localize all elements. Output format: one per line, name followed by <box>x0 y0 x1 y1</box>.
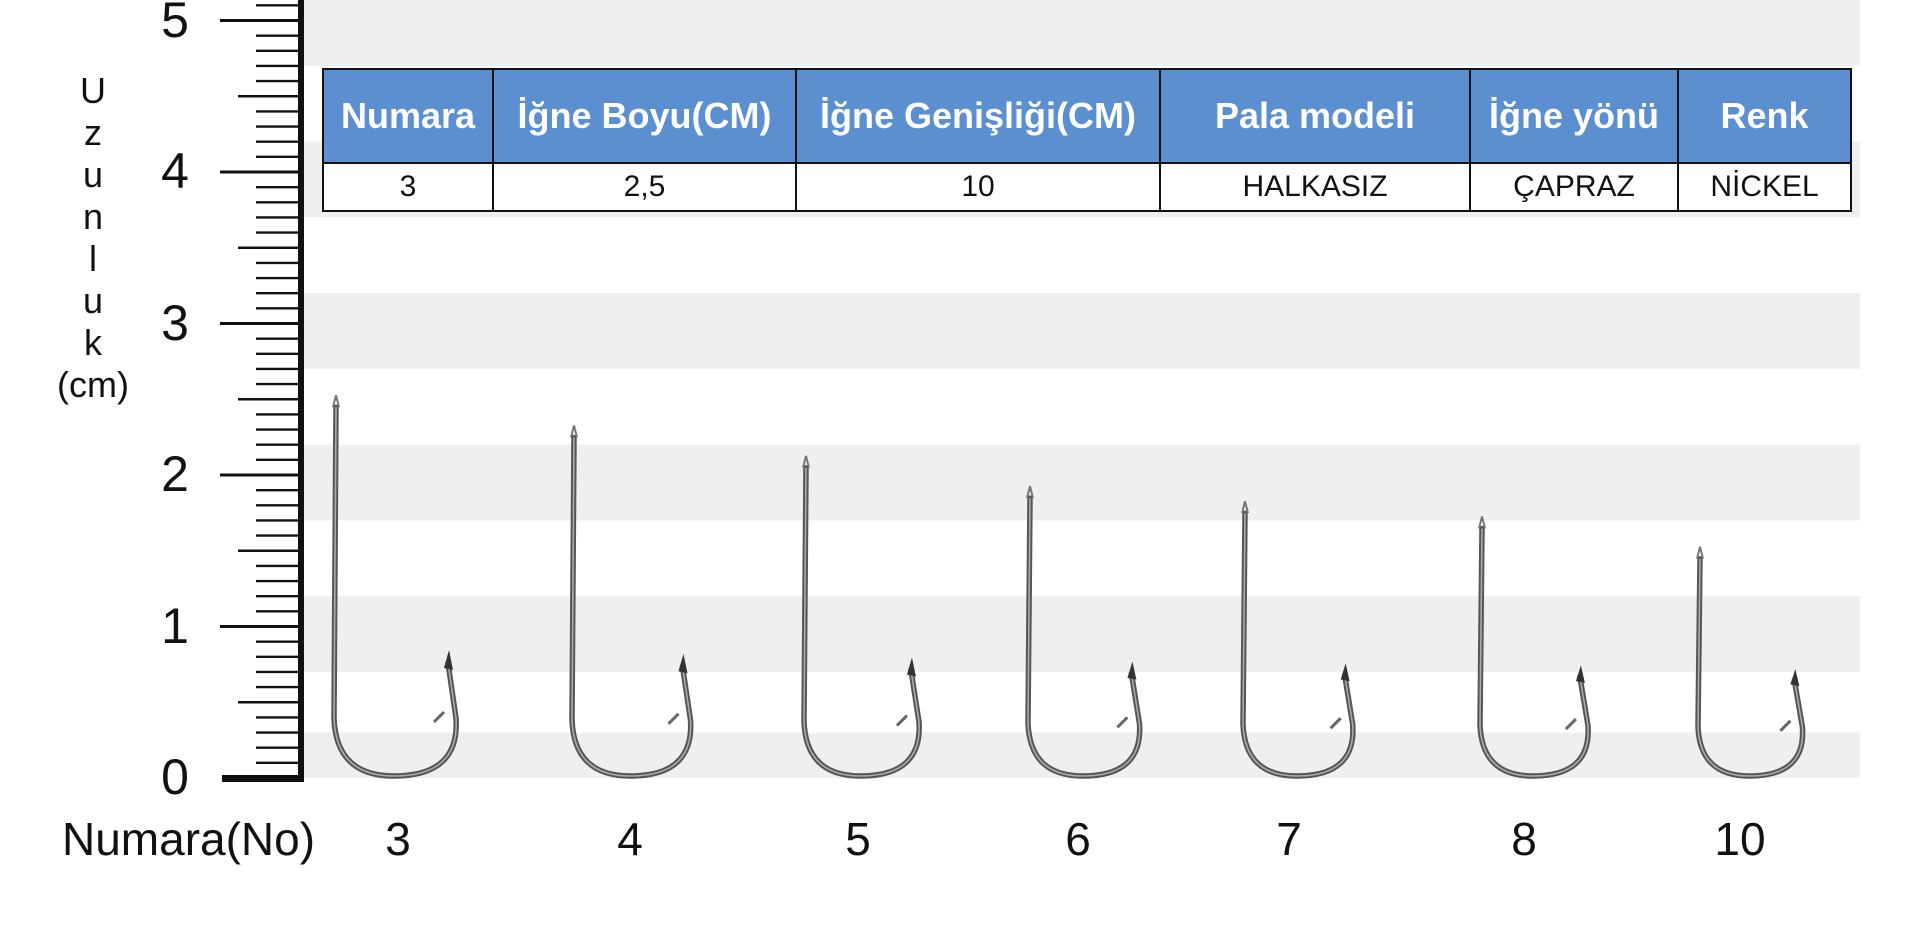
axis-title-letter: U <box>80 70 106 111</box>
x-caption: Numara(No) <box>62 813 316 865</box>
y-tick-label: 1 <box>161 597 189 654</box>
header-pala-modeli: Pala modeli <box>1159 68 1471 164</box>
hook-tip <box>802 455 810 469</box>
gray-band <box>304 293 1860 369</box>
hook-highlight <box>803 467 920 777</box>
hook-wire <box>1025 495 1143 779</box>
hook-tip <box>1241 501 1249 514</box>
hook-highlight <box>1027 498 1141 777</box>
hook-highlight <box>333 407 457 777</box>
hook-wire <box>801 465 922 779</box>
hook-barb <box>667 712 680 725</box>
hook-number-label: 3 <box>385 813 411 865</box>
gray-band <box>304 444 1860 521</box>
ruler-baseline <box>222 775 304 782</box>
header-igne-boyu: İğne Boyu(CM) <box>492 68 797 164</box>
ruler-spine <box>298 0 304 782</box>
axis-title-letter: k <box>84 322 102 363</box>
hook-highlight <box>1242 513 1354 777</box>
hook-point <box>1790 669 1800 687</box>
hook-number-label: 10 <box>1714 813 1766 865</box>
axis-title-letter: l <box>89 238 97 279</box>
hook-number-label: 7 <box>1276 813 1302 865</box>
hook-highlight <box>1697 558 1804 777</box>
header-renk: Renk <box>1677 68 1852 164</box>
hook-tip <box>332 395 340 408</box>
axis-title-letter: z <box>84 112 102 153</box>
hook-barb <box>432 710 446 724</box>
hook-wire <box>1695 556 1806 779</box>
y-tick-label: 3 <box>161 294 189 351</box>
hook-7 <box>1240 501 1356 779</box>
header-igne-genisligi: İğne Genişliği(CM) <box>795 68 1161 164</box>
hook-point <box>1340 663 1350 682</box>
hook-tip <box>1478 516 1486 529</box>
hook-4 <box>569 425 694 779</box>
spec-header-row: Numara İğne Boyu(CM) İğne Genişliği(CM) … <box>322 68 1852 164</box>
hook-highlight <box>571 437 692 777</box>
cell-igne-yonu: ÇAPRAZ <box>1469 162 1679 212</box>
y-axis-title: U z u n l u k (cm) <box>48 70 138 406</box>
hook-wire <box>569 434 694 779</box>
hook-3 <box>331 395 459 779</box>
hook-tip <box>570 425 578 438</box>
hook-point <box>1127 661 1137 680</box>
gray-band <box>304 0 1860 66</box>
hook-number-label: 8 <box>1511 813 1537 865</box>
hook-10 <box>1695 546 1806 779</box>
y-tick-label: 0 <box>161 749 189 805</box>
hook-barb <box>1116 716 1129 729</box>
axis-unit: (cm) <box>57 364 129 405</box>
hook-5 <box>801 455 922 779</box>
cell-igne-genisligi: 10 <box>795 162 1161 212</box>
hook-point <box>444 650 453 670</box>
hook-barb <box>1779 719 1792 732</box>
cell-renk: NİCKEL <box>1677 162 1852 212</box>
hook-number-label: 5 <box>845 813 871 865</box>
cell-pala-modeli: HALKASIZ <box>1159 162 1471 212</box>
hook-6 <box>1025 485 1143 779</box>
hook-point <box>678 653 688 674</box>
hook-barb <box>1564 717 1577 731</box>
hook-wire <box>331 404 459 779</box>
hook-barb <box>1329 717 1342 730</box>
hook-number-label: 6 <box>1065 813 1091 865</box>
axis-title-letter: u <box>82 280 104 321</box>
axis-title-letter: n <box>82 196 104 237</box>
cell-igne-boyu: 2,5 <box>492 162 797 212</box>
cell-numara: 3 <box>322 162 494 212</box>
hook-point <box>1575 665 1585 683</box>
hook-highlight <box>1479 528 1589 777</box>
header-igne-yonu: İğne yönü <box>1469 68 1679 164</box>
hook-tip <box>1026 485 1034 499</box>
hook-wire <box>1477 525 1591 779</box>
gray-band <box>304 732 1860 778</box>
hook-barb <box>895 714 909 727</box>
hook-number-label: 4 <box>617 813 643 865</box>
spec-table: Numara İğne Boyu(CM) İğne Genişliği(CM) … <box>322 68 1852 212</box>
y-tick-label: 5 <box>161 0 189 48</box>
axis-title-letter: u <box>82 154 104 195</box>
spec-value-row: 3 2,5 10 HALKASIZ ÇAPRAZ NİCKEL <box>322 162 1852 212</box>
y-tick-label: 4 <box>161 143 189 199</box>
header-numara: Numara <box>322 68 494 164</box>
hook-wire <box>1240 510 1356 779</box>
hook-8 <box>1477 516 1591 779</box>
y-tick-label: 2 <box>161 446 189 502</box>
hook-tip <box>1696 546 1704 559</box>
gray-band <box>304 596 1860 672</box>
hook-point <box>906 657 916 677</box>
